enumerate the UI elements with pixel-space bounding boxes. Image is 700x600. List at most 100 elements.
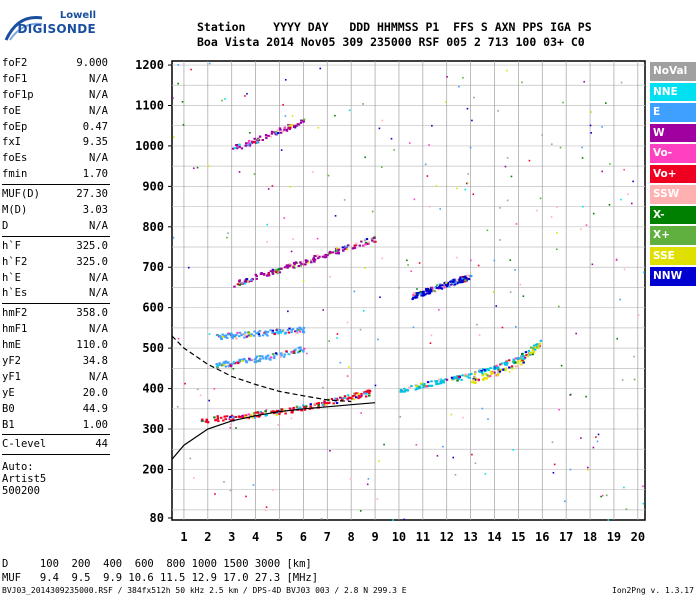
y-tick-label: 1000 — [135, 139, 164, 153]
noise-point — [378, 127, 381, 130]
noise-point — [290, 250, 293, 253]
echo-point — [347, 244, 350, 247]
echo-point — [253, 137, 256, 140]
y-tick-label: 200 — [142, 462, 164, 476]
param-value: 325.0 — [76, 255, 108, 268]
echo-point — [421, 291, 424, 294]
echo-point — [267, 272, 270, 275]
echo-point — [444, 378, 447, 381]
param-value: N/A — [89, 104, 108, 117]
echo-point — [300, 263, 303, 266]
echo-point — [220, 337, 223, 340]
echo-point — [529, 346, 533, 349]
echo-point — [282, 355, 286, 358]
param-row: fmin 1.70 — [2, 167, 110, 183]
noise-point — [249, 131, 251, 134]
noise-point — [446, 76, 448, 78]
echo-point — [473, 373, 477, 376]
noise-point — [213, 388, 216, 390]
echo-point — [450, 376, 454, 379]
echo-point — [290, 331, 293, 334]
echo-point — [237, 361, 241, 364]
param-value: 1.00 — [82, 418, 108, 431]
echo-point — [278, 127, 282, 130]
echo-point — [290, 123, 294, 126]
echo-point — [349, 396, 352, 399]
noise-point — [229, 423, 232, 426]
echo-point — [480, 371, 484, 374]
param-value: N/A — [89, 72, 108, 85]
echo-point — [227, 361, 230, 364]
noise-point — [196, 166, 199, 169]
noise-point — [290, 417, 293, 420]
echo-point — [504, 369, 507, 372]
echo-point — [294, 348, 297, 351]
noise-point — [235, 427, 237, 429]
echo-point — [302, 120, 305, 123]
noise-point — [528, 159, 531, 162]
noise-point — [454, 473, 457, 476]
noise-point — [292, 238, 295, 240]
noise-point — [339, 361, 342, 364]
echo-point — [399, 390, 402, 393]
noise-point — [381, 257, 384, 260]
echo-point — [253, 416, 257, 419]
noise-point — [408, 142, 411, 144]
echo-point — [296, 351, 300, 354]
noise-point — [469, 146, 472, 149]
echo-point — [309, 403, 312, 406]
echo-point — [256, 141, 259, 144]
noise-point — [452, 456, 455, 459]
echo-point — [462, 280, 465, 283]
echo-point — [249, 358, 252, 361]
echo-point — [240, 147, 244, 150]
noise-point — [607, 519, 610, 521]
echo-point — [247, 280, 250, 283]
echo-point — [470, 274, 473, 277]
echo-point — [443, 282, 446, 285]
echo-point — [287, 124, 290, 127]
echo-point — [322, 402, 325, 405]
echo-point — [247, 331, 250, 334]
echo-point — [457, 375, 460, 378]
echo-point — [451, 282, 454, 285]
echo-point — [364, 390, 368, 393]
echo-point — [437, 287, 440, 290]
noise-point — [623, 268, 626, 271]
echo-point — [214, 419, 217, 422]
echo-point — [273, 355, 276, 358]
noise-point — [470, 259, 472, 262]
echo-point — [336, 247, 339, 250]
noise-point — [552, 471, 555, 474]
echo-point — [508, 359, 511, 362]
echo-point — [487, 375, 490, 378]
echo-point — [255, 275, 258, 278]
echo-point — [414, 296, 417, 299]
noise-point — [499, 239, 501, 241]
echo-point — [267, 354, 270, 357]
noise-point — [380, 166, 383, 168]
echo-point — [496, 367, 499, 370]
noise-point — [322, 309, 324, 311]
echo-point — [205, 418, 208, 421]
noise-point — [181, 101, 184, 103]
autoscaling-info: Auto: Artist5 500200 — [2, 461, 46, 497]
param-label: fmin — [2, 168, 28, 181]
noise-point — [271, 185, 274, 187]
noise-point — [343, 199, 346, 201]
echo-point — [309, 405, 312, 408]
echo-point — [238, 331, 242, 334]
echo-point — [252, 140, 255, 143]
noise-point — [581, 146, 583, 149]
echo-point — [493, 365, 496, 368]
echo-point — [244, 142, 248, 145]
echo-point — [422, 386, 425, 389]
param-row: MUF(D) 27.30 — [2, 187, 110, 203]
param-value: N/A — [89, 271, 108, 284]
noise-point — [280, 149, 283, 151]
echo-point — [341, 398, 344, 401]
echo-point — [221, 333, 224, 336]
echo-point — [504, 367, 508, 370]
param-value: N/A — [89, 219, 108, 232]
echo-point — [278, 412, 281, 415]
